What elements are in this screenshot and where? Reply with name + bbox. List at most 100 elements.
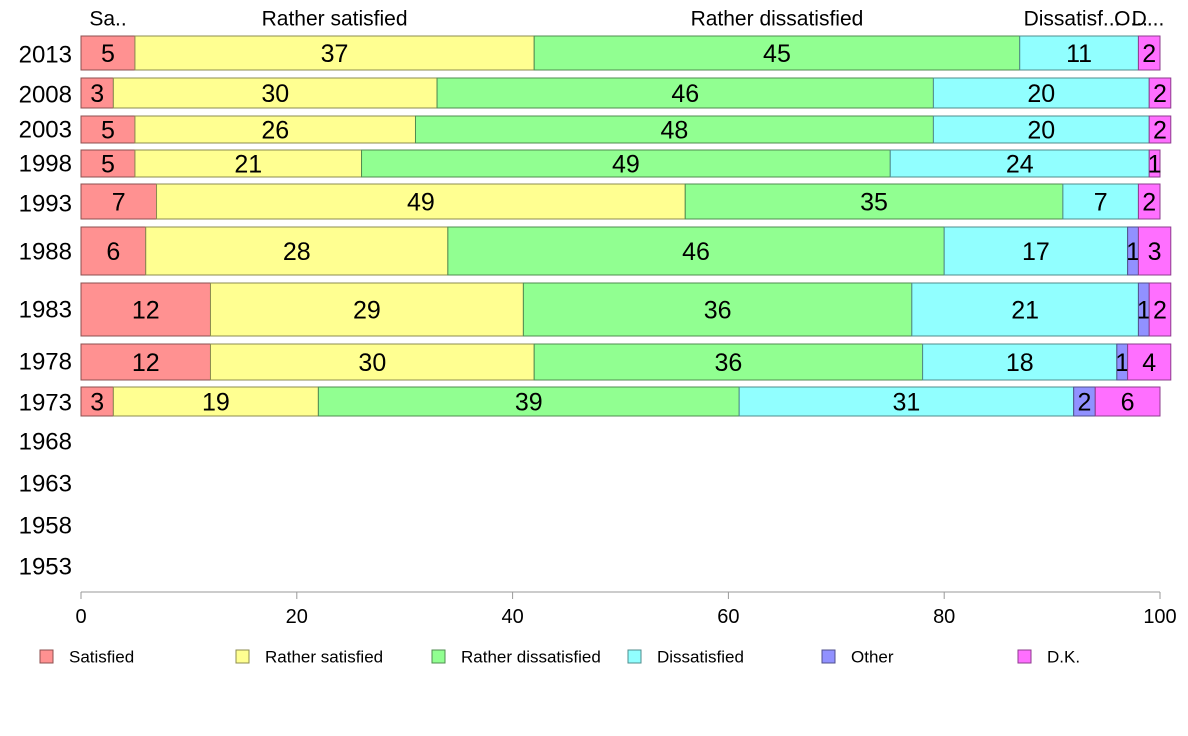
x-tick-label-80: 80 [933,606,955,628]
legend: Satisfied Rather satisfied Rather dissatis… [39,648,1080,667]
bar-row-1998: 5 21 49 24 1 [80,149,1162,179]
data-label-1998-2: 49 [612,151,640,179]
year-label-1958: 1958 [19,513,72,540]
legend-swatch [39,649,54,664]
data-label-1978-1: 30 [358,349,386,377]
data-label-1993-5: 2 [1142,189,1156,217]
bar-segment-1983-rather-satisfied [209,282,524,337]
data-label-2008-0: 3 [90,80,104,108]
data-label-1993-3: 7 [1094,189,1108,217]
bar-row-1983: 12 29 36 21 1 2 [80,282,1172,337]
legend-item-rather-satisfied: Rather satisfied [235,648,383,667]
year-axis-labels: 2013 2008 2003 1998 1993 1988 1983 1978 1973 1968… [19,42,72,581]
bar-segment-2008-dissatisfied [932,77,1150,109]
bar-segment-2008-satisfied [80,77,114,109]
bar-segment-2003-d-k- [1148,115,1172,144]
bar-segment-1988-satisfied [80,226,147,276]
bar-segment-1978-satisfied [80,343,211,381]
data-label-2013-1: 37 [321,40,349,68]
data-label-1983-3: 21 [1011,297,1039,325]
data-label-1978-4: 1 [1115,349,1129,377]
data-label-2013-2: 45 [763,40,791,68]
bar-segment-1973-rather-satisfied [112,386,319,417]
x-axis: 0 20 40 60 80 100 [75,591,1177,628]
data-label-1973-1: 19 [202,389,230,417]
legend-label: Dissatisfied [657,648,744,667]
data-label-2003-0: 5 [101,117,115,145]
year-label-2008: 2008 [19,82,72,109]
bar-segment-1983-satisfied [80,282,211,337]
data-label-2003-3: 20 [1027,117,1055,145]
header-label-2: Rather dissatisfied [691,8,864,31]
data-label-1998-0: 5 [101,151,115,179]
bar-segment-1993-satisfied [80,183,158,220]
bar-segment-1973-d-k- [1094,386,1161,417]
data-label-2013-3: 11 [1066,40,1092,68]
data-label-1973-2: 39 [515,389,543,417]
x-tick-label-20: 20 [286,606,308,628]
data-label-1988-3: 17 [1022,238,1050,266]
legend-swatch [821,649,836,664]
bar-row-2013: 5 37 45 11 2 [80,35,1161,71]
legend-label: Rather satisfied [265,648,383,667]
bar-row-1993: 7 49 35 7 2 [80,183,1161,220]
legend-item-rather-dissatisfied: Rather dissatisfied [431,648,601,667]
data-label-1983-5: 2 [1153,297,1167,325]
bar-segment-1993-d-k- [1137,183,1161,220]
bar-row-1978: 12 30 36 18 1 4 [80,343,1172,381]
data-label-2008-3: 20 [1027,80,1055,108]
bar-row-1973: 3 19 39 31 2 6 [80,386,1161,417]
year-label-1963: 1963 [19,471,72,498]
legend-swatch [235,649,250,664]
bar-segment-2003-rather-satisfied [134,115,416,144]
legend-label: Satisfied [69,648,134,667]
legend-label: Other [851,648,894,667]
data-label-1973-5: 6 [1121,389,1135,417]
data-label-2008-5: 2 [1153,80,1167,108]
bar-segment-1998-rather-dissatisfied [361,149,891,178]
data-label-1973-4: 2 [1078,389,1092,417]
header-label-1: Rather satisfied [262,8,408,31]
data-label-1978-3: 18 [1006,349,1034,377]
data-label-1983-4: 1 [1137,297,1151,325]
data-label-1988-5: 3 [1148,238,1162,266]
header-label-3: Dissatisf... [1024,8,1121,31]
data-label-1983-0: 12 [132,297,160,325]
data-label-2013-5: 2 [1142,40,1156,68]
bar-segment-1988-rather-satisfied [145,226,449,276]
x-tick-label-100: 100 [1143,606,1176,628]
bar-segment-1988-d-k- [1137,226,1172,276]
bar-segment-2013-rather-satisfied [134,35,535,71]
legend-label: D.K. [1047,648,1080,667]
year-label-1973: 1973 [19,390,72,417]
year-label-1953: 1953 [19,554,72,581]
bar-row-1988: 6 28 46 17 1 3 [80,226,1172,276]
bar-segment-1998-d-k- [1148,149,1161,178]
data-label-2008-2: 46 [671,80,699,108]
bar-segment-1988-rather-dissatisfied [447,226,945,276]
column-headers: Sa.. Rather satisfied Rather dissatisfied D… [89,8,1164,31]
data-label-2003-1: 26 [261,117,289,145]
bar-segment-1978-rather-dissatisfied [533,343,924,381]
bar-segment-1983-rather-dissatisfied [522,282,913,337]
data-label-1998-3: 24 [1006,151,1034,179]
data-label-1973-3: 31 [893,389,921,417]
year-label-1988: 1988 [19,239,72,266]
legend-label: Rather dissatisfied [461,648,601,667]
year-label-1968: 1968 [19,429,72,456]
data-label-2008-1: 30 [261,80,289,108]
data-label-1983-2: 36 [704,297,732,325]
bar-segment-1983-d-k- [1148,282,1172,337]
data-label-1978-0: 12 [132,349,160,377]
data-label-1988-2: 46 [682,238,710,266]
bar-row-2003: 5 26 48 20 2 [80,115,1172,145]
bar-segment-1978-rather-satisfied [209,343,535,381]
bars: 5 37 45 11 23 30 46 20 25 26 48 20 25 21 49 24 17 49 35 7 26… [80,35,1172,417]
data-label-1988-0: 6 [106,238,120,266]
x-tick-label-40: 40 [501,606,523,628]
x-tick-label-60: 60 [717,606,739,628]
data-label-1993-0: 7 [112,189,126,217]
year-label-1978: 1978 [19,349,72,376]
year-label-2003: 2003 [19,117,72,144]
